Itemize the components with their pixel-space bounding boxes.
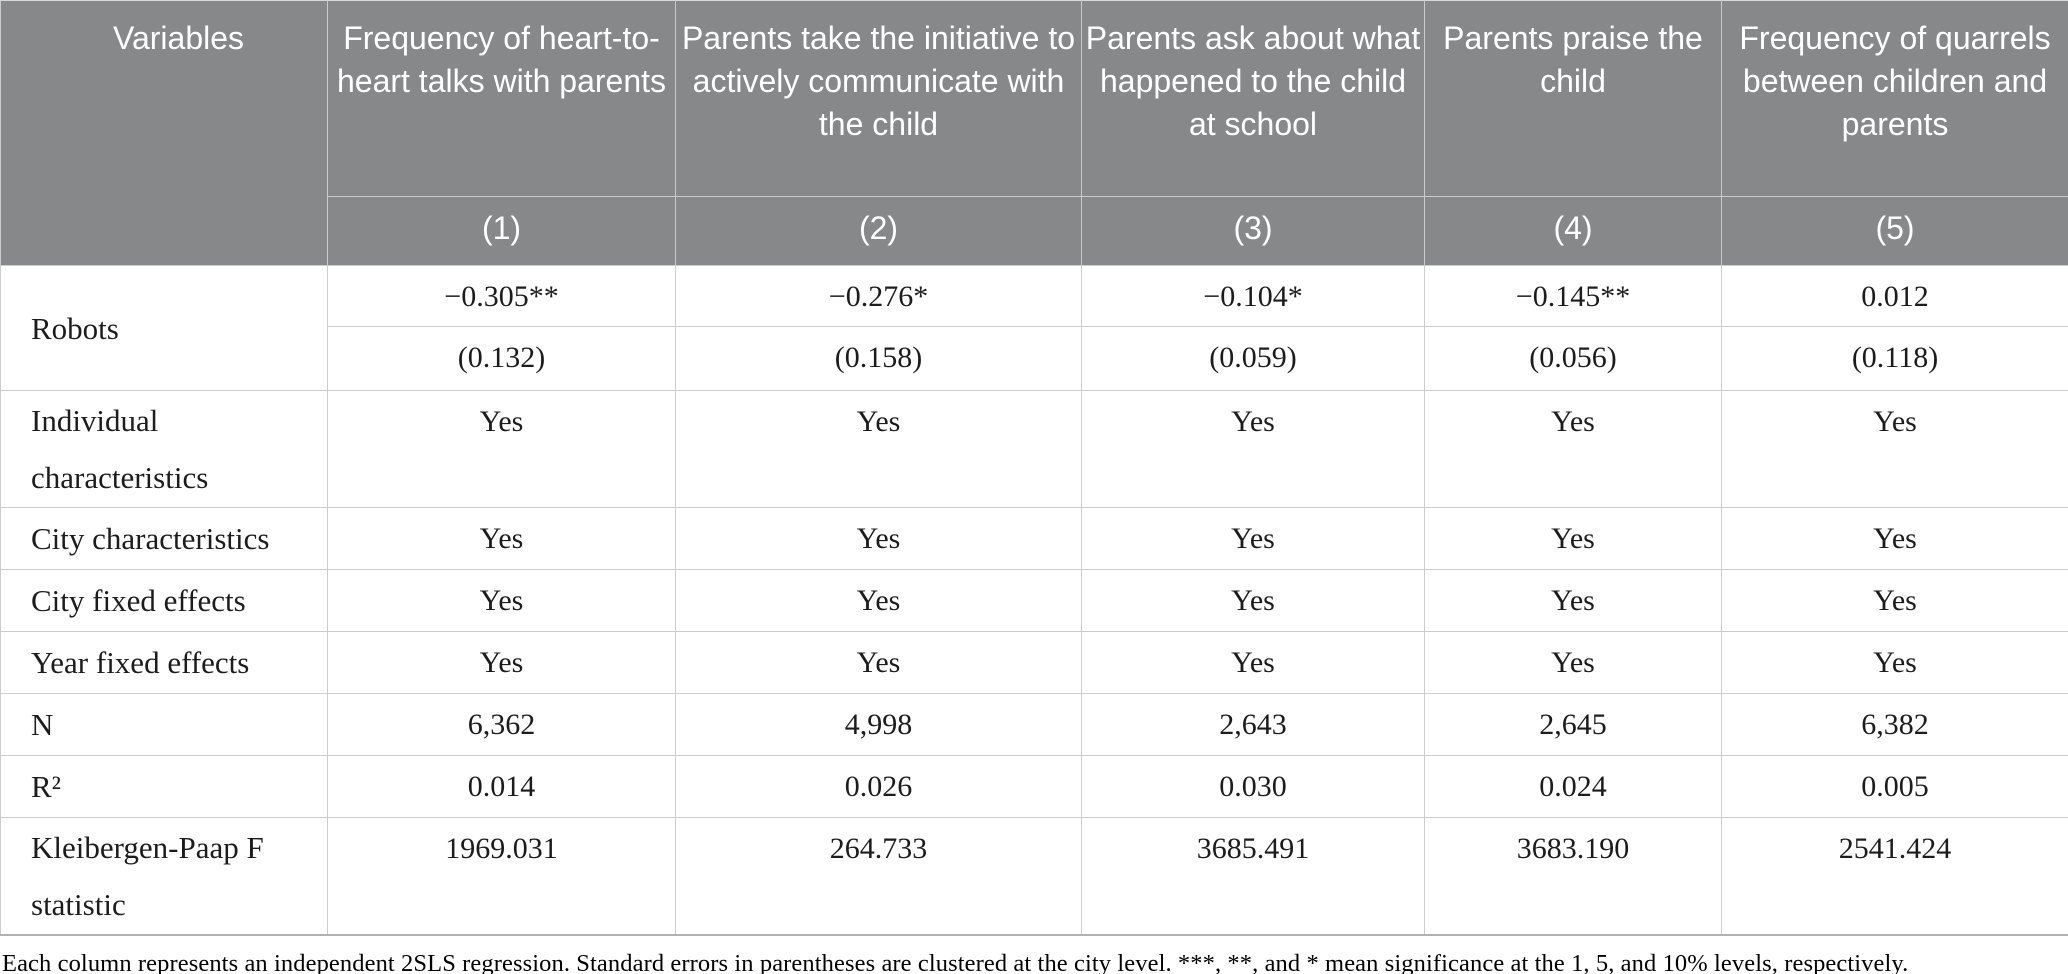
value-cell: 4,998 [675, 693, 1082, 756]
results-table: Variables Frequency of heart-to-heart ta… [0, 0, 2068, 936]
column-header-3: Parents ask about what happened to the c… [1081, 0, 1425, 197]
value-cell: Yes [1424, 569, 1722, 632]
value-cell: Yes [327, 569, 676, 632]
coefficient-cell: 0.012 [1721, 265, 2068, 327]
value-cell: 0.005 [1721, 755, 2068, 818]
row-label: N [0, 693, 328, 756]
value-cell: Yes [675, 631, 1082, 694]
table-body: Robots −0.305** −0.276* −0.104* −0.145**… [0, 265, 2068, 936]
value-cell: Yes [1721, 390, 2068, 508]
row-label: Kleibergen-Paap F statistic [0, 817, 328, 936]
city-fixed-effects-row: City fixed effects Yes Yes Yes Yes Yes [0, 569, 2068, 632]
coefficient-cell: −0.305** [327, 265, 676, 327]
value-cell: Yes [1081, 507, 1425, 570]
row-label: City characteristics [0, 507, 328, 570]
column-number-4: (4) [1424, 196, 1722, 266]
column-header-5: Frequency of quarrels between children a… [1721, 0, 2068, 197]
value-cell: Yes [1081, 631, 1425, 694]
stderr-cell: (0.056) [1424, 326, 1722, 391]
value-cell: 2,643 [1081, 693, 1425, 756]
value-cell: 0.014 [327, 755, 676, 818]
column-number-1: (1) [327, 196, 676, 266]
header-number-row: (1) (2) (3) (4) (5) [1, 196, 2068, 266]
value-cell: 0.024 [1424, 755, 1722, 818]
row-label: Individual characteristics [0, 390, 328, 508]
row-label-robots: Robots [0, 265, 328, 391]
city-characteristics-row: City characteristics Yes Yes Yes Yes Yes [0, 507, 2068, 570]
value-cell: Yes [1424, 631, 1722, 694]
row-label: R² [0, 755, 328, 818]
value-cell: 6,382 [1721, 693, 2068, 756]
value-cell: Yes [1721, 631, 2068, 694]
variables-header-cell: Variables [0, 0, 328, 266]
value-cell: Yes [1081, 390, 1425, 508]
r-squared-row: R² 0.014 0.026 0.030 0.024 0.005 [0, 755, 2068, 818]
column-number-2: (2) [675, 196, 1082, 266]
value-cell: Yes [327, 507, 676, 570]
value-cell: 6,362 [327, 693, 676, 756]
coefficient-cell: −0.145** [1424, 265, 1722, 327]
robots-coefficient-row: Robots −0.305** −0.276* −0.104* −0.145**… [0, 265, 2068, 391]
header-title-row: Variables Frequency of heart-to-heart ta… [0, 0, 2068, 266]
value-cell: 2,645 [1424, 693, 1722, 756]
column-number-5: (5) [1721, 196, 2068, 266]
value-cell: 3685.491 [1081, 817, 1425, 936]
value-cell: Yes [1721, 507, 2068, 570]
table-footnote: Each column represents an independent 2S… [2, 950, 1909, 974]
year-fixed-effects-row: Year fixed effects Yes Yes Yes Yes Yes [0, 631, 2068, 694]
value-cell: 1969.031 [327, 817, 676, 936]
stderr-cell: (0.158) [675, 326, 1082, 391]
column-header-1: Frequency of heart-to-heart talks with p… [327, 0, 676, 197]
stderr-cell: (0.132) [327, 326, 676, 391]
value-cell: Yes [1721, 569, 2068, 632]
row-label: City fixed effects [0, 569, 328, 632]
value-cell: 0.030 [1081, 755, 1425, 818]
value-cell: Yes [675, 569, 1082, 632]
kleibergen-paap-row: Kleibergen-Paap F statistic 1969.031 264… [0, 817, 2068, 936]
value-cell: Yes [1081, 569, 1425, 632]
column-header-4: Parents praise the child [1424, 0, 1722, 197]
value-cell: Yes [675, 390, 1082, 508]
stderr-cell: (0.059) [1081, 326, 1425, 391]
column-header-2: Parents take the initiative to actively … [675, 0, 1082, 197]
robots-stderr-row: (0.132) (0.158) (0.059) (0.056) (0.118) [1, 326, 2068, 391]
stderr-cell: (0.118) [1721, 326, 2068, 391]
value-cell: Yes [1424, 390, 1722, 508]
individual-characteristics-row: Individual characteristics Yes Yes Yes Y… [0, 390, 2068, 508]
n-row: N 6,362 4,998 2,643 2,645 6,382 [0, 693, 2068, 756]
value-cell: 264.733 [675, 817, 1082, 936]
value-cell: Yes [327, 390, 676, 508]
value-cell: 0.026 [675, 755, 1082, 818]
value-cell: Yes [675, 507, 1082, 570]
table-header: Variables Frequency of heart-to-heart ta… [0, 0, 2068, 266]
value-cell: Yes [1424, 507, 1722, 570]
row-label: Year fixed effects [0, 631, 328, 694]
value-cell: 3683.190 [1424, 817, 1722, 936]
coefficient-cell: −0.104* [1081, 265, 1425, 327]
value-cell: 2541.424 [1721, 817, 2068, 936]
value-cell: Yes [327, 631, 676, 694]
column-number-3: (3) [1081, 196, 1425, 266]
coefficient-cell: −0.276* [675, 265, 1082, 327]
